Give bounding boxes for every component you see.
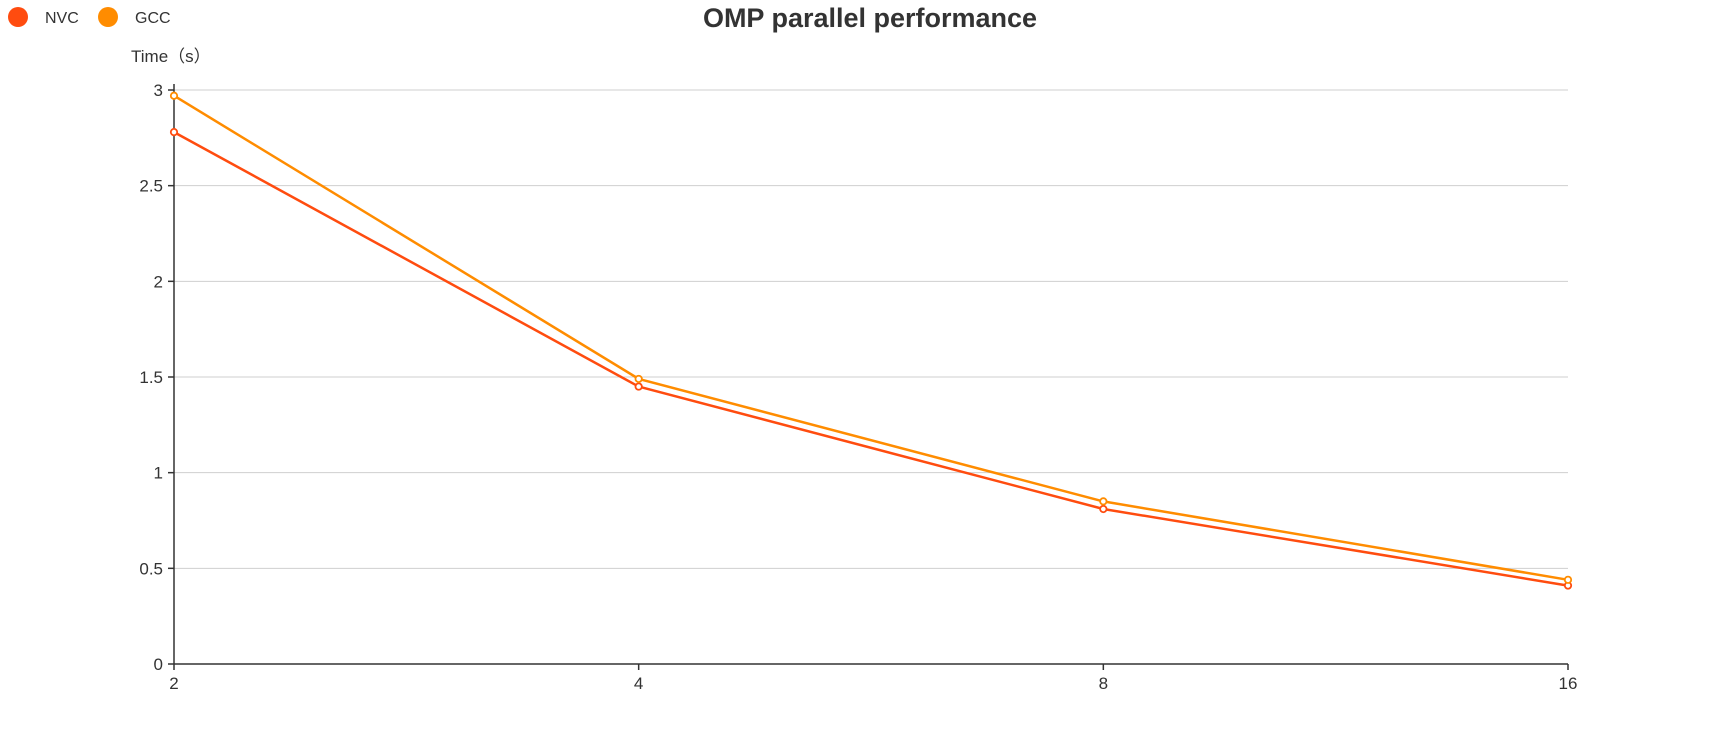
y-tick-label: 1 bbox=[154, 464, 163, 483]
legend[interactable]: NVC GCC bbox=[8, 7, 171, 27]
chart-title: OMP parallel performance bbox=[703, 3, 1037, 33]
legend-item-nvc[interactable]: NVC bbox=[8, 7, 79, 27]
legend-marker-icon bbox=[98, 7, 118, 27]
data-point[interactable] bbox=[1563, 575, 1573, 584]
x-tick-label: 2 bbox=[169, 674, 178, 693]
y-tick-label: 0 bbox=[154, 655, 163, 674]
series-line[interactable] bbox=[173, 94, 1569, 582]
data-point[interactable] bbox=[169, 127, 179, 137]
y-axis-title: Time（s） bbox=[131, 47, 211, 66]
series-layer bbox=[169, 91, 1573, 590]
grid-layer bbox=[174, 89, 1568, 569]
legend-label: NVC bbox=[45, 10, 79, 27]
data-point[interactable] bbox=[634, 382, 643, 391]
legend-item-gcc[interactable]: GCC bbox=[98, 7, 171, 27]
y-tick-label: 1.5 bbox=[139, 368, 163, 387]
x-tick-label: 8 bbox=[1099, 674, 1108, 693]
data-point[interactable] bbox=[169, 91, 179, 100]
series-gcc[interactable] bbox=[169, 91, 1573, 584]
x-tick-label: 16 bbox=[1559, 674, 1578, 693]
y-tick-label: 0.5 bbox=[139, 559, 163, 578]
data-point[interactable] bbox=[1099, 504, 1108, 514]
y-tick-label: 2 bbox=[154, 272, 163, 291]
legend-label: GCC bbox=[135, 10, 171, 27]
y-tick-label: 2.5 bbox=[139, 177, 163, 196]
series-line[interactable] bbox=[173, 131, 1569, 587]
y-tick-label: 3 bbox=[154, 81, 163, 100]
data-point[interactable] bbox=[1099, 497, 1108, 506]
axis-layer: 0 0.5 1 1.5 2 2.5 3 2 4 8 16 bbox=[139, 81, 1577, 693]
x-tick-label: 4 bbox=[634, 674, 643, 693]
data-point[interactable] bbox=[634, 374, 643, 384]
legend-marker-icon bbox=[8, 7, 28, 27]
series-nvc[interactable] bbox=[169, 127, 1573, 590]
